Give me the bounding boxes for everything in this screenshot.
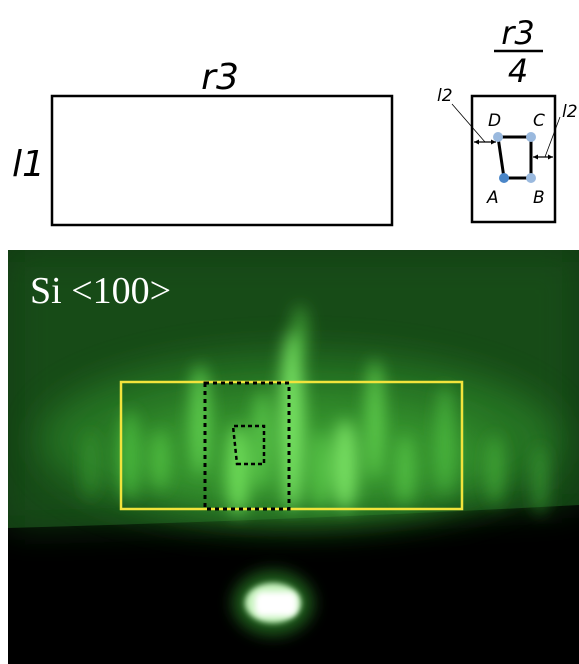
large-rectangle (50, 94, 394, 227)
small-rectangle-group: r3 4 l2 l2 A B C D (437, 14, 578, 224)
quarter-window (203, 381, 291, 511)
quadrilateral-abcd (496, 135, 533, 180)
diffraction-pattern: Si <100> (8, 250, 579, 664)
point-d-marker (493, 132, 503, 142)
large-rect-width-label: r3 (201, 57, 239, 98)
abcd-window (231, 424, 266, 466)
point-c-marker (526, 132, 536, 142)
small-rectangle (470, 94, 557, 224)
offset-label-left: l2 (437, 86, 453, 106)
large-rect-height-label: l1 (12, 144, 45, 185)
point-b-label: B (533, 188, 545, 208)
point-b-marker (526, 173, 536, 183)
analysis-frame (119, 380, 464, 511)
direct-beam-spot (233, 571, 313, 635)
offset-label-right: l2 (562, 102, 578, 122)
fraction-denominator: 4 (508, 52, 528, 90)
large-rectangle-group: r3 l1 (12, 57, 394, 227)
point-a-label: A (486, 188, 499, 208)
point-d-label: D (488, 111, 501, 131)
point-c-label: C (533, 111, 545, 131)
pattern-label: Si <100> (30, 270, 171, 312)
fraction-numerator: r3 (501, 14, 535, 52)
point-a-marker (499, 173, 509, 183)
